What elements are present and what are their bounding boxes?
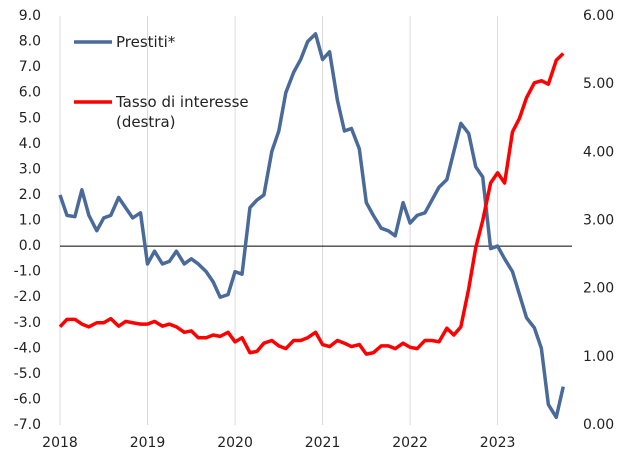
y2-tick-label: 2.00 [583,281,614,297]
series-line [58,52,565,356]
x-tick-label: 2023 [480,435,516,451]
y2-tick-label: 1.00 [583,349,614,365]
y2-tick-label: 5.00 [583,76,614,92]
y-tick-label: 4.0 [19,136,41,152]
y-tick-label: -7.0 [14,417,41,433]
y-tick-label: 9.0 [19,8,41,24]
y-tick-label: 3.0 [19,161,41,177]
y2-tick-label: 6.00 [583,8,614,24]
y-tick-label: -4.0 [14,340,41,356]
legend-label: Prestiti* [116,33,176,51]
y-tick-label: 1.0 [19,213,41,229]
y2-tick-label: 0.00 [583,417,614,433]
x-tick-label: 2021 [305,435,341,451]
y-tick-label: -2.0 [14,289,41,305]
y-tick-label: -6.0 [14,391,41,407]
x-tick-label: 2022 [392,435,428,451]
series-line [58,32,565,420]
y-tick-label: 0.0 [19,238,41,254]
y-tick-label: 7.0 [19,59,41,75]
y-tick-label: -3.0 [14,315,41,331]
y-tick-label: 5.0 [19,110,41,126]
x-tick-label: 2018 [42,435,78,451]
y2-tick-label: 3.00 [583,213,614,229]
y-tick-label: 2.0 [19,187,41,203]
y-tick-label: -1.0 [14,264,41,280]
x-tick-label: 2019 [130,435,166,451]
x-tick-label: 2020 [217,435,253,451]
y-tick-label: -5.0 [14,366,41,382]
y-tick-label: 8.0 [19,34,41,50]
y2-tick-label: 4.00 [583,144,614,160]
legend-label: Tasso di interesse (destra) [116,93,249,131]
y-tick-label: 6.0 [19,85,41,101]
